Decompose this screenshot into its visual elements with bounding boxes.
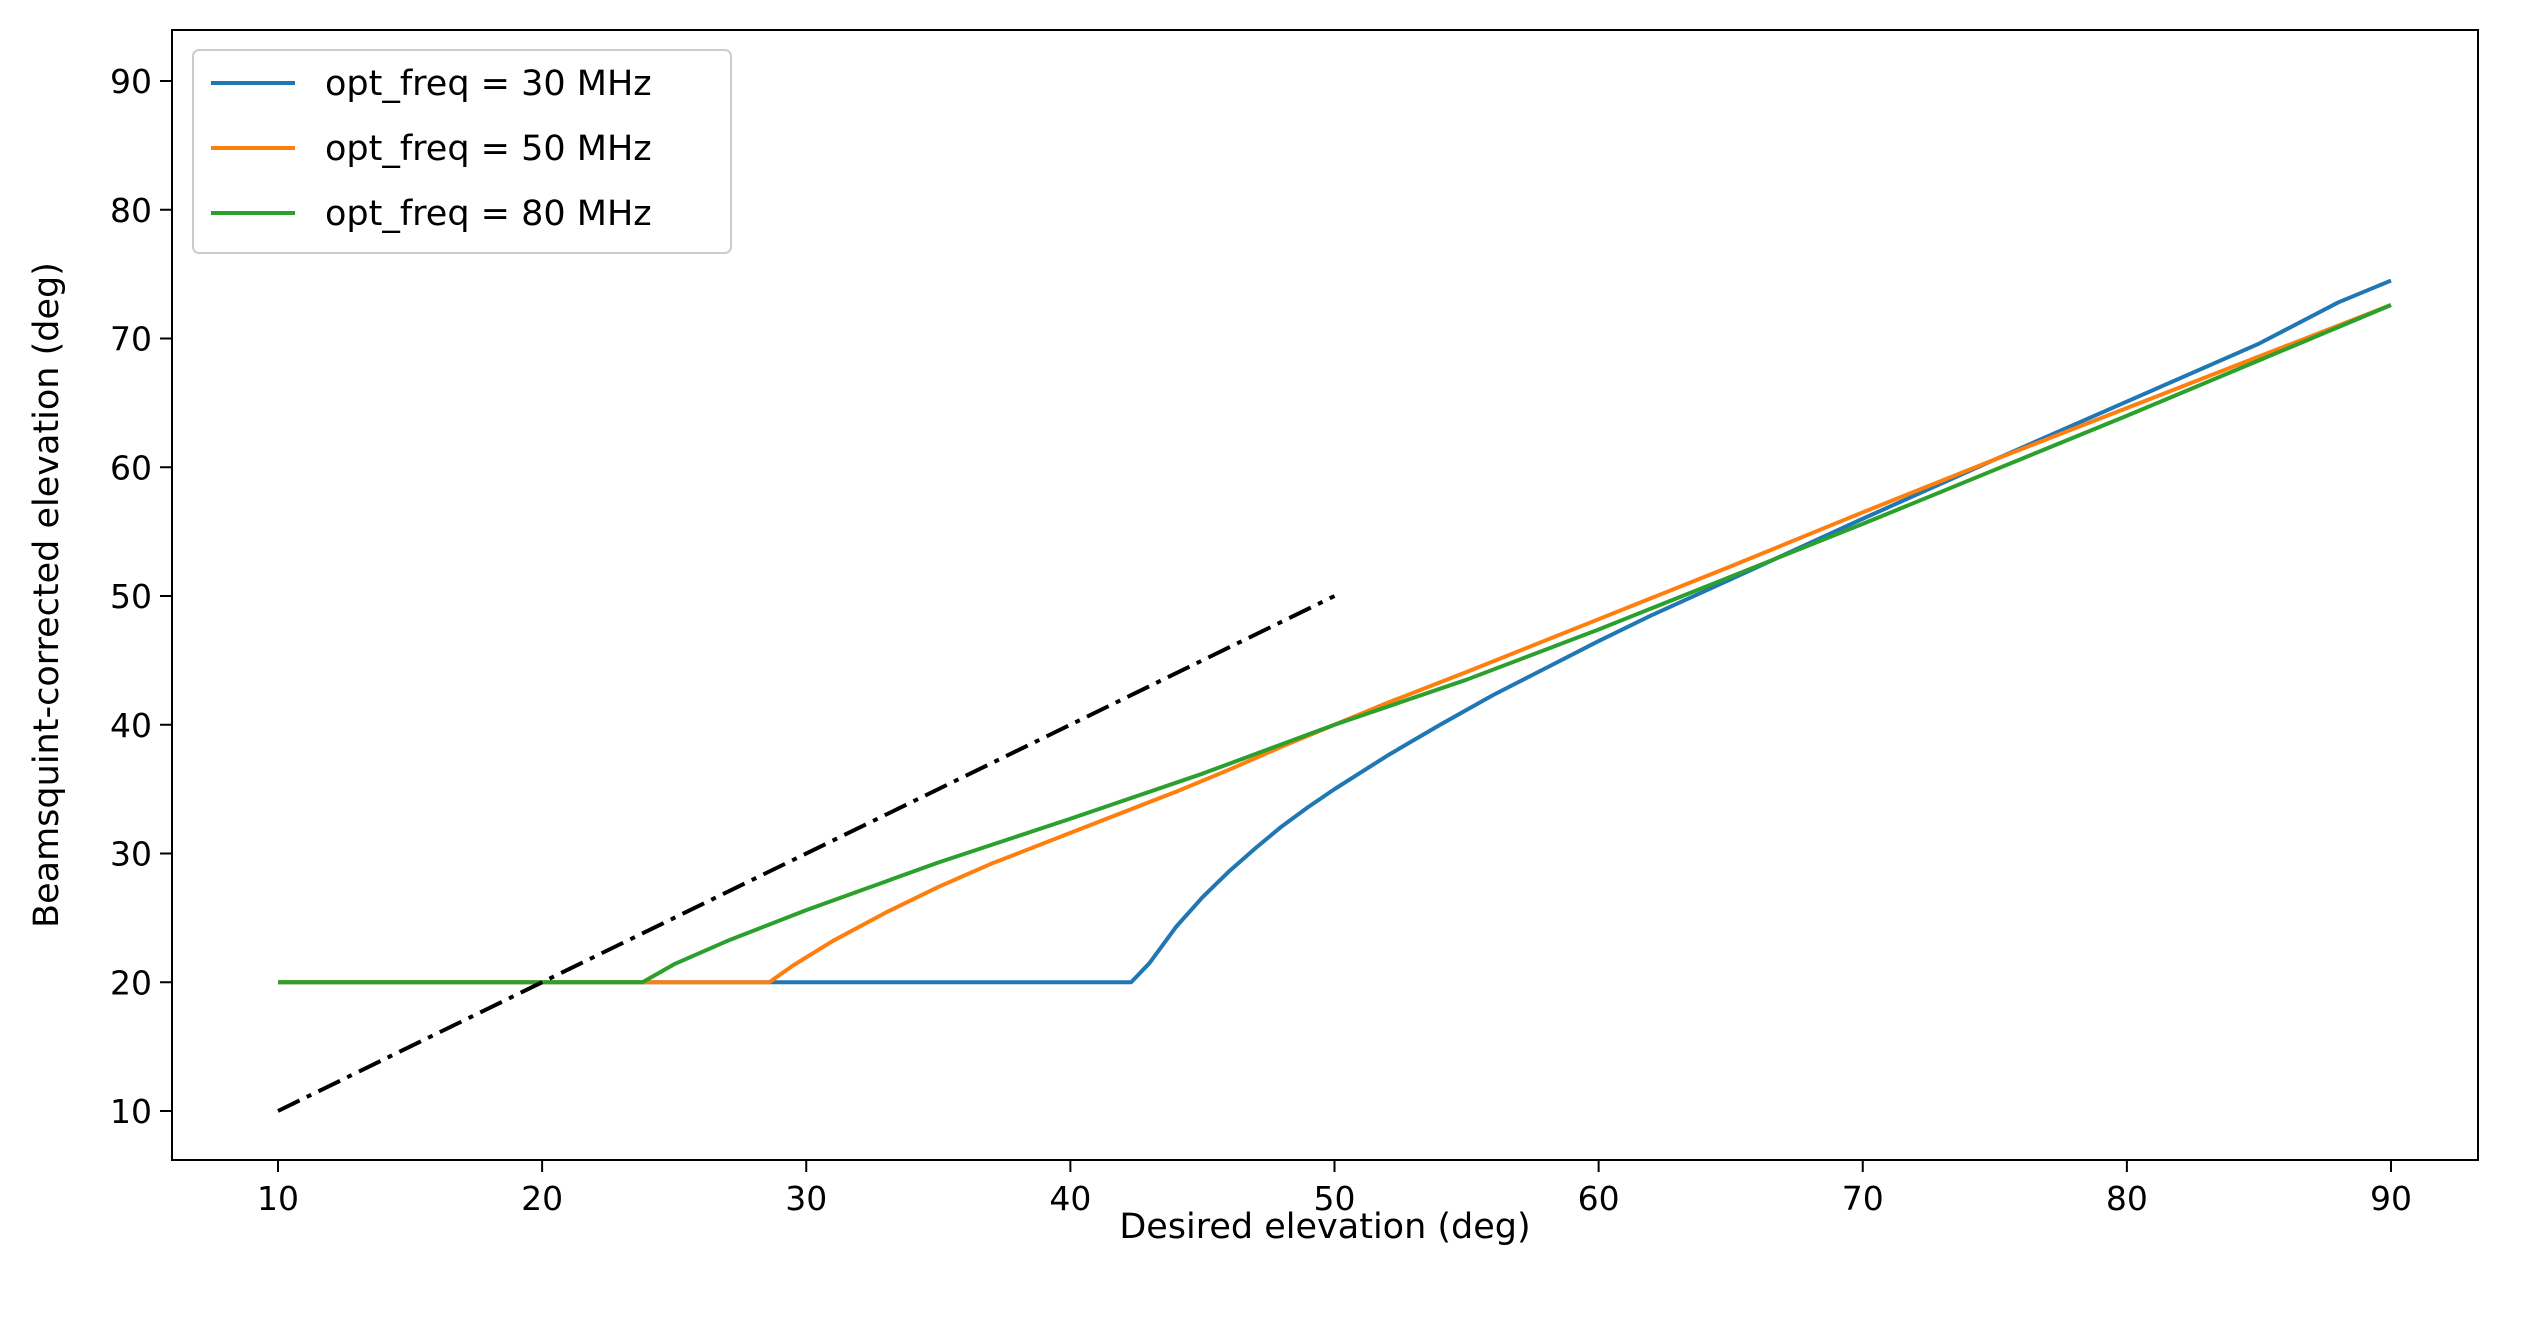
y-tick-label: 50 bbox=[110, 577, 152, 616]
legend-label-3: opt_freq = 80 MHz bbox=[325, 194, 652, 234]
y-axis: 10 20 30 40 50 60 70 80 90 bbox=[110, 62, 172, 1131]
y-tick-label: 60 bbox=[110, 448, 152, 487]
y-tick-label: 30 bbox=[110, 835, 152, 874]
x-axis-label: Desired elevation (deg) bbox=[1119, 1207, 1530, 1247]
x-tick-label: 30 bbox=[785, 1179, 827, 1218]
x-axis: 10 20 30 40 50 60 70 80 90 bbox=[257, 1160, 2412, 1218]
x-tick-label: 40 bbox=[1049, 1179, 1091, 1218]
y-tick-label: 90 bbox=[110, 62, 152, 101]
x-tick-label: 20 bbox=[521, 1179, 563, 1218]
x-tick-label: 60 bbox=[1578, 1179, 1620, 1218]
series-line-2 bbox=[278, 303, 2392, 985]
legend-label-2: opt_freq = 50 MHz bbox=[325, 129, 652, 169]
y-tick-label: 10 bbox=[110, 1092, 152, 1131]
x-tick-label: 90 bbox=[2370, 1179, 2412, 1218]
y-axis-label: Beamsquint-corrected elevation (deg) bbox=[27, 262, 67, 928]
x-tick-label: 80 bbox=[2106, 1179, 2148, 1218]
legend: opt_freq = 30 MHz opt_freq = 50 MHz opt_fr… bbox=[192, 49, 732, 254]
x-tick-label: 70 bbox=[1842, 1179, 1884, 1218]
y-tick-label: 80 bbox=[110, 191, 152, 230]
legend-box bbox=[192, 49, 732, 254]
y-tick-label: 70 bbox=[110, 320, 152, 359]
reference-line bbox=[277, 594, 1336, 1113]
series-line-3 bbox=[278, 303, 2392, 985]
series-lines bbox=[277, 278, 2392, 1113]
x-tick-label: 50 bbox=[1314, 1179, 1356, 1218]
y-tick-label: 40 bbox=[110, 706, 152, 745]
legend-label-1: opt_freq = 30 MHz bbox=[325, 64, 652, 104]
y-tick-label: 20 bbox=[110, 963, 152, 1002]
x-tick-label: 10 bbox=[257, 1179, 299, 1218]
